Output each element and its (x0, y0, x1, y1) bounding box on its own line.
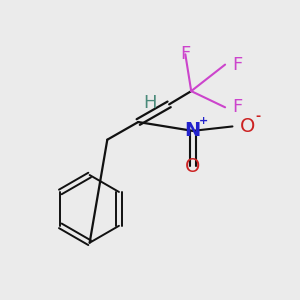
Text: +: + (199, 116, 208, 126)
Text: N: N (184, 122, 201, 140)
Text: H: H (143, 94, 157, 112)
Text: F: F (180, 45, 190, 63)
Text: O: O (240, 117, 255, 136)
Text: -: - (255, 110, 260, 123)
Text: O: O (185, 157, 200, 176)
Text: F: F (232, 98, 243, 116)
Text: F: F (232, 56, 243, 74)
